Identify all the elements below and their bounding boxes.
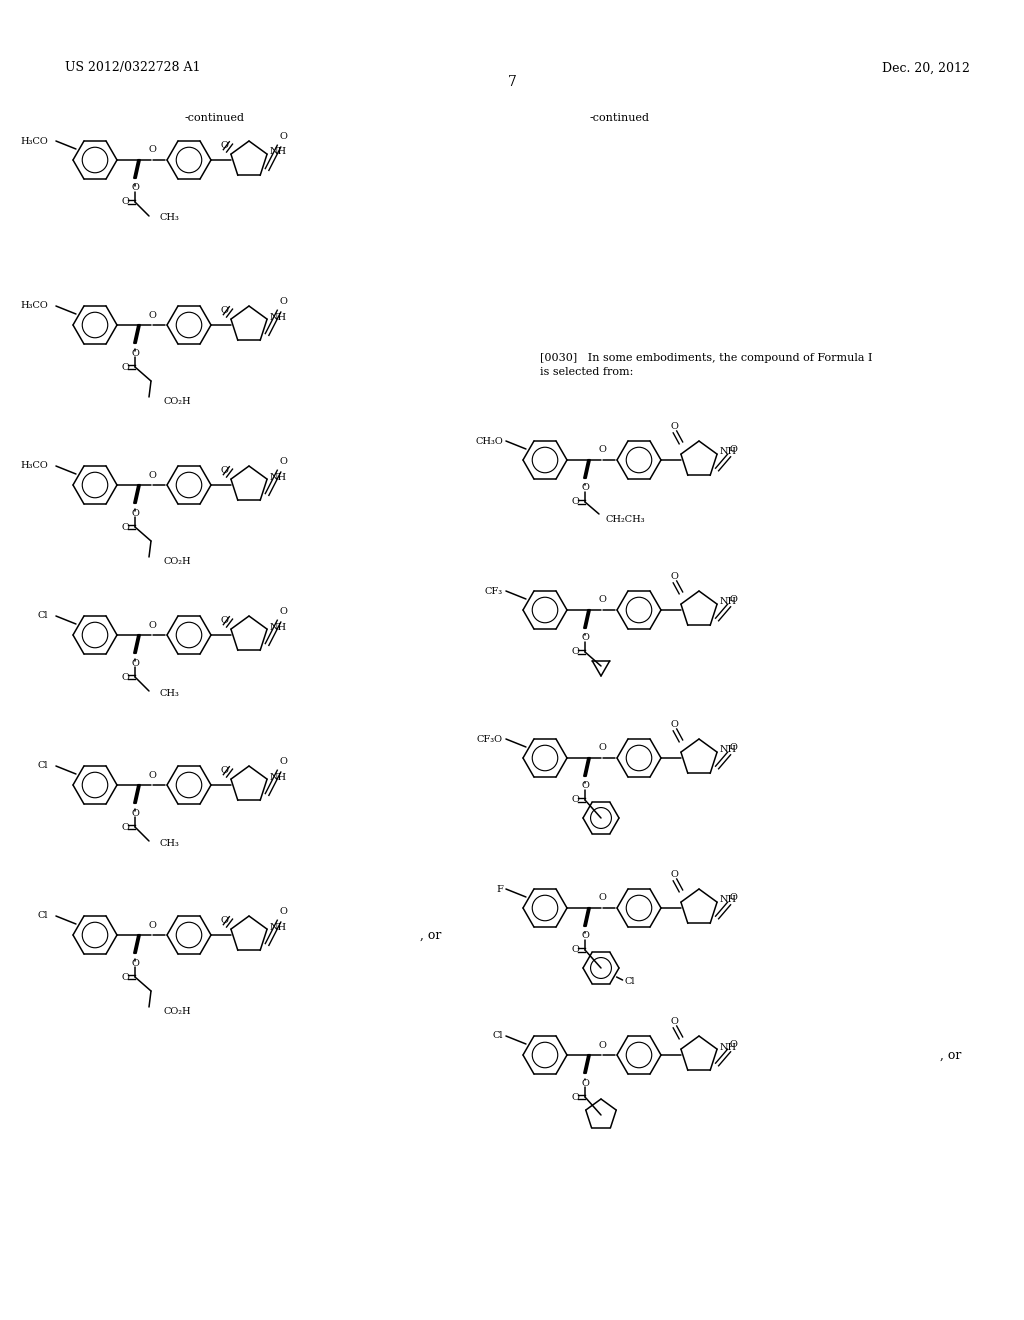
Text: O: O (121, 973, 129, 982)
Text: O: O (148, 620, 156, 630)
Text: O: O (131, 808, 139, 817)
Text: Cl: Cl (625, 977, 635, 986)
Text: NH: NH (720, 746, 737, 755)
Text: O: O (280, 132, 287, 141)
Text: NH: NH (270, 148, 287, 157)
Text: O: O (148, 145, 156, 154)
Text: O: O (280, 756, 287, 766)
Text: NH: NH (270, 473, 287, 482)
Text: O: O (581, 634, 589, 643)
Text: O: O (671, 573, 679, 581)
Text: O: O (148, 310, 156, 319)
Text: O: O (571, 796, 579, 804)
Text: US 2012/0322728 A1: US 2012/0322728 A1 (65, 62, 201, 74)
Text: O: O (671, 721, 679, 730)
Text: O: O (581, 1078, 589, 1088)
Text: O: O (221, 916, 229, 925)
Text: O: O (671, 1018, 679, 1027)
Text: O: O (571, 945, 579, 954)
Text: Cl: Cl (493, 1031, 503, 1040)
Text: O: O (729, 445, 737, 454)
Text: H₃CO: H₃CO (20, 462, 48, 470)
Text: O: O (280, 457, 287, 466)
Text: O: O (121, 198, 129, 206)
Text: NH: NH (720, 598, 737, 606)
Text: H₃CO: H₃CO (20, 136, 48, 145)
Text: CH₃: CH₃ (159, 214, 179, 223)
Text: CO₂H: CO₂H (163, 557, 190, 565)
Text: 7: 7 (508, 75, 516, 88)
Text: O: O (729, 894, 737, 902)
Text: O: O (280, 297, 287, 306)
Text: O: O (598, 743, 606, 752)
Text: CF₃O: CF₃O (477, 734, 503, 743)
Text: F: F (496, 884, 503, 894)
Text: , or: , or (420, 928, 441, 941)
Text: , or: , or (940, 1048, 962, 1061)
Text: O: O (581, 781, 589, 791)
Text: O: O (571, 1093, 579, 1101)
Text: O: O (581, 932, 589, 940)
Text: NH: NH (720, 447, 737, 457)
Text: O: O (598, 595, 606, 605)
Text: O: O (121, 672, 129, 681)
Text: NH: NH (720, 895, 737, 904)
Text: O: O (221, 616, 229, 626)
Text: O: O (131, 508, 139, 517)
Text: NH: NH (270, 772, 287, 781)
Text: O: O (221, 767, 229, 775)
Text: CO₂H: CO₂H (163, 1006, 190, 1015)
Text: O: O (729, 1040, 737, 1049)
Text: -continued: -continued (590, 114, 650, 123)
Text: O: O (571, 648, 579, 656)
Text: O: O (280, 607, 287, 615)
Text: O: O (280, 907, 287, 916)
Text: O: O (148, 470, 156, 479)
Text: O: O (598, 1040, 606, 1049)
Text: O: O (598, 894, 606, 903)
Text: O: O (671, 870, 679, 879)
Text: NH: NH (270, 313, 287, 322)
Text: O: O (131, 659, 139, 668)
Text: O: O (131, 183, 139, 193)
Text: O: O (221, 306, 229, 315)
Text: O: O (729, 743, 737, 752)
Text: NH: NH (270, 623, 287, 631)
Text: CF₃: CF₃ (484, 586, 503, 595)
Text: O: O (131, 348, 139, 358)
Text: O: O (221, 141, 229, 150)
Text: CH₃: CH₃ (159, 838, 179, 847)
Text: CH₃: CH₃ (159, 689, 179, 697)
Text: NH: NH (720, 1043, 737, 1052)
Text: O: O (121, 523, 129, 532)
Text: Cl: Cl (38, 762, 48, 771)
Text: Cl: Cl (38, 611, 48, 620)
Text: O: O (598, 446, 606, 454)
Text: -continued: -continued (185, 114, 245, 123)
Text: O: O (121, 822, 129, 832)
Text: O: O (131, 958, 139, 968)
Text: O: O (148, 920, 156, 929)
Text: H₃CO: H₃CO (20, 301, 48, 310)
Text: Cl: Cl (38, 912, 48, 920)
Text: is selected from:: is selected from: (540, 367, 634, 378)
Text: O: O (729, 595, 737, 605)
Text: CH₃O: CH₃O (475, 437, 503, 446)
Text: O: O (148, 771, 156, 780)
Text: O: O (571, 498, 579, 507)
Text: O: O (581, 483, 589, 492)
Text: [0030]   In some embodiments, the compound of Formula I: [0030] In some embodiments, the compound… (540, 352, 872, 363)
Text: O: O (221, 466, 229, 475)
Text: CO₂H: CO₂H (163, 396, 190, 405)
Text: CH₂CH₃: CH₂CH₃ (605, 516, 645, 524)
Text: NH: NH (270, 923, 287, 932)
Text: O: O (671, 422, 679, 432)
Text: Dec. 20, 2012: Dec. 20, 2012 (882, 62, 970, 74)
Text: O: O (121, 363, 129, 371)
